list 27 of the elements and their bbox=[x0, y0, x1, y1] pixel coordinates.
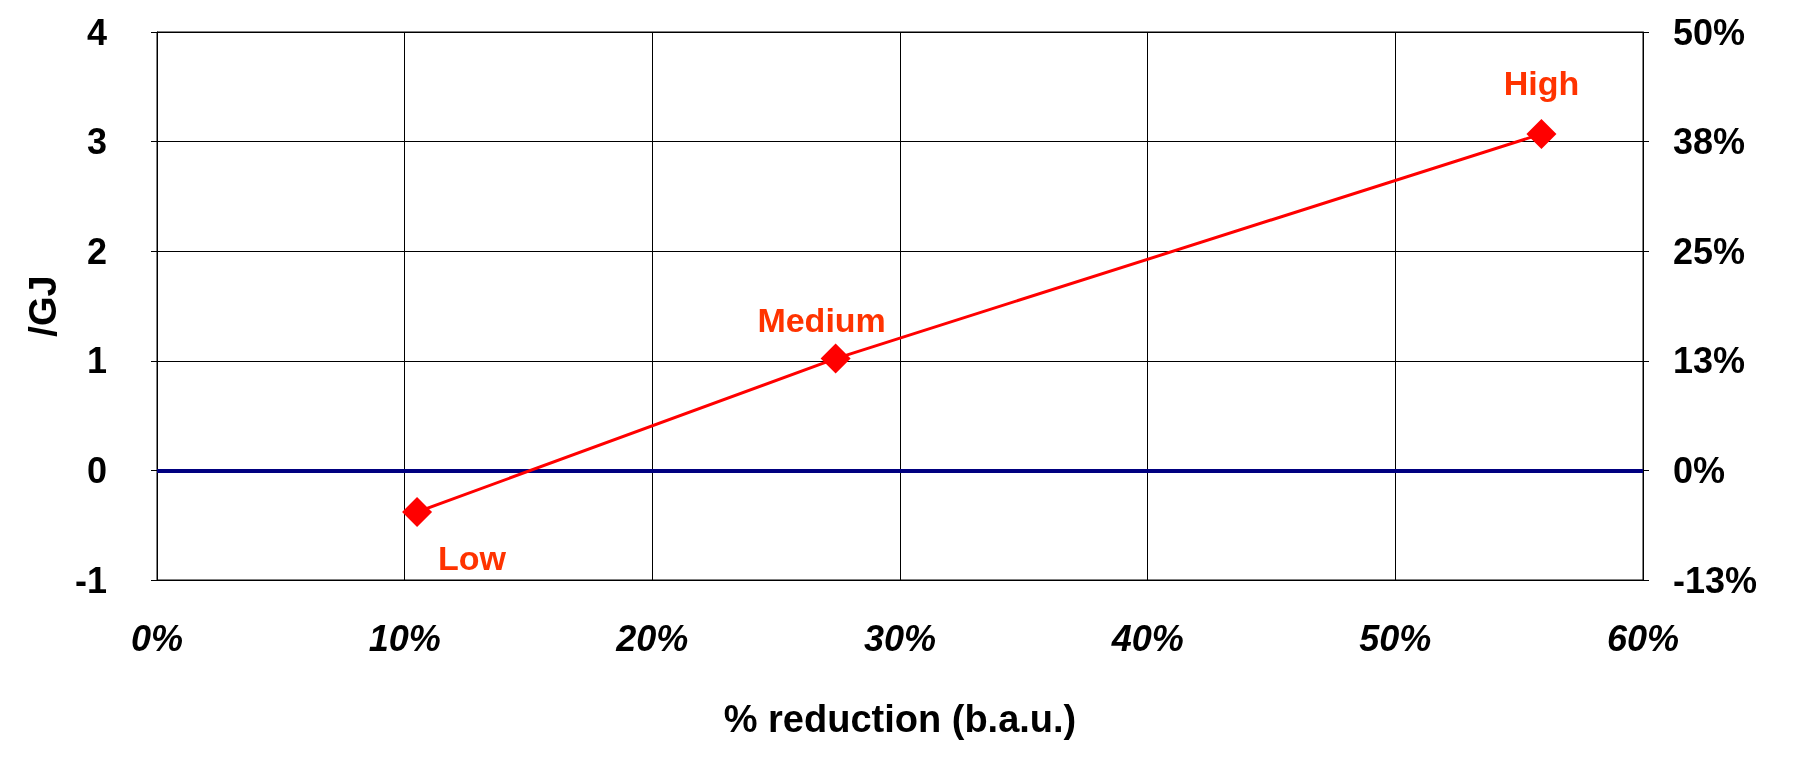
x-tick-label: 30% bbox=[863, 617, 937, 659]
x-tick-label: 0% bbox=[130, 617, 184, 659]
y2-tick-label: 50% bbox=[1673, 11, 1746, 53]
x-tick-label: 50% bbox=[1359, 617, 1432, 659]
point bbox=[820, 343, 851, 374]
y-tick-label: 4 bbox=[86, 11, 107, 53]
annotation: Medium bbox=[757, 300, 886, 339]
y2-tick-label: 13% bbox=[1673, 340, 1746, 382]
point bbox=[1526, 118, 1557, 149]
x-tick-label: 20% bbox=[615, 617, 689, 659]
y-tick-label: 2 bbox=[86, 230, 107, 272]
y2-tick-label: 0% bbox=[1673, 449, 1726, 491]
y2-tick-label: 38% bbox=[1673, 121, 1746, 163]
y-tick-label: 1 bbox=[86, 340, 107, 382]
annotation: Low bbox=[438, 539, 507, 578]
x-tick-label: 60% bbox=[1606, 617, 1680, 659]
y2-tick-label: 25% bbox=[1673, 230, 1746, 272]
point bbox=[402, 497, 433, 528]
y-axis-title: /GJ bbox=[22, 275, 64, 337]
x-axis-title: % reduction (b.a.u.) bbox=[723, 698, 1077, 740]
y-tick-label: 3 bbox=[86, 121, 107, 163]
y-tick-label: 0 bbox=[86, 449, 107, 491]
y-tick-label: -1 bbox=[74, 559, 107, 601]
x-tick-label: 40% bbox=[1110, 617, 1184, 659]
x-tick-label: 10% bbox=[368, 617, 441, 659]
y2-tick-label: -13% bbox=[1673, 559, 1758, 601]
annotation: High bbox=[1503, 63, 1580, 102]
